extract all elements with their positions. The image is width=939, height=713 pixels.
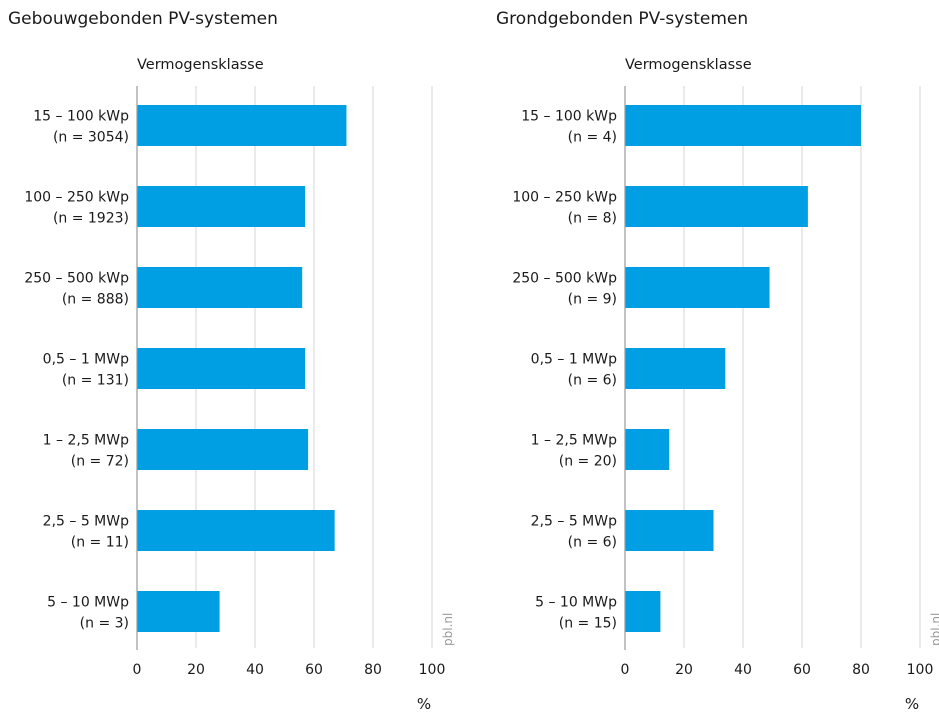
panel1-category-label: 100 – 250 kWp — [24, 190, 129, 206]
panel1-bar — [137, 510, 335, 551]
panel2-tick-label: 80 — [852, 662, 870, 678]
panel2-category-label: 0,5 – 1 MWp — [531, 352, 617, 368]
panel1-tick-label: 20 — [187, 662, 205, 678]
panel1-category-label: 0,5 – 1 MWp — [43, 352, 129, 368]
panel1-chart-title: Gebouwgebonden PV-systemen — [8, 9, 278, 29]
panel1-tick-label: 0 — [133, 662, 142, 678]
panel2-category-count: (n = 20) — [559, 454, 617, 470]
panel2-category-count: (n = 6) — [568, 535, 617, 551]
panel2-bar — [625, 429, 670, 470]
panel2-chart-title: Grondgebonden PV-systemen — [496, 9, 748, 29]
panel2-category-label: 1 – 2,5 MWp — [531, 433, 617, 449]
panel2-tick-label: 60 — [793, 662, 811, 678]
panel1-category-count: (n = 3) — [80, 616, 129, 632]
panel1-category-count: (n = 888) — [62, 292, 129, 308]
panel2-category-label: 5 – 10 MWp — [535, 595, 617, 611]
panel2-category-count: (n = 8) — [568, 211, 617, 227]
panel1-tick-label: 100 — [419, 662, 446, 678]
panel2-category-label: 100 – 250 kWp — [512, 190, 617, 206]
panel2-tick-label: 40 — [734, 662, 752, 678]
panel1-category-count: (n = 72) — [71, 454, 129, 470]
panel2-tick-label: 100 — [907, 662, 934, 678]
panel1-category-label: 1 – 2,5 MWp — [43, 433, 129, 449]
panel2-bar — [625, 510, 714, 551]
panel1-tick-label: 80 — [364, 662, 382, 678]
panel2-category-label: 250 – 500 kWp — [512, 271, 617, 287]
panel2-bar — [625, 186, 808, 227]
panel1-category-label: 15 – 100 kWp — [33, 109, 129, 125]
panel1-axis-subtitle: Vermogensklasse — [137, 57, 264, 73]
panel2-category-count: (n = 6) — [568, 373, 617, 389]
panel2-category-label: 2,5 – 5 MWp — [531, 514, 617, 530]
panel1-bar — [137, 429, 309, 470]
panel1-category-count: (n = 11) — [71, 535, 129, 551]
panel1-bar — [137, 348, 306, 389]
panel2-x-axis-label: % — [905, 695, 919, 713]
panel1-category-count: (n = 1923) — [53, 211, 129, 227]
panel2-bar — [625, 591, 661, 632]
panel1-category-label: 250 – 500 kWp — [24, 271, 129, 287]
panel1-x-axis-label: % — [417, 695, 431, 713]
panel1-tick-label: 60 — [305, 662, 323, 678]
panel2-source-label: pbl.nl — [929, 613, 939, 646]
panel2-tick-label: 0 — [621, 662, 630, 678]
panel1-bar — [137, 186, 306, 227]
panel1-bar — [137, 105, 347, 146]
panel2-category-count: (n = 15) — [559, 616, 617, 632]
panel2-tick-label: 20 — [675, 662, 693, 678]
panel1-bar — [137, 267, 303, 308]
panel1-source-label: pbl.nl — [441, 613, 455, 646]
panel2-bar — [625, 267, 770, 308]
panel1-category-label: 5 – 10 MWp — [47, 595, 129, 611]
panel2-category-count: (n = 4) — [568, 130, 617, 146]
panel1-category-count: (n = 3054) — [53, 130, 129, 146]
panel2-category-count: (n = 9) — [568, 292, 617, 308]
panel2-axis-subtitle: Vermogensklasse — [625, 57, 752, 73]
panel1-category-label: 2,5 – 5 MWp — [43, 514, 129, 530]
panel1-bar — [137, 591, 220, 632]
panel1-tick-label: 40 — [246, 662, 264, 678]
panel2-category-label: 15 – 100 kWp — [521, 109, 617, 125]
panel2-bar — [625, 348, 726, 389]
panel2-bar — [625, 105, 861, 146]
panel1-category-count: (n = 131) — [62, 373, 129, 389]
